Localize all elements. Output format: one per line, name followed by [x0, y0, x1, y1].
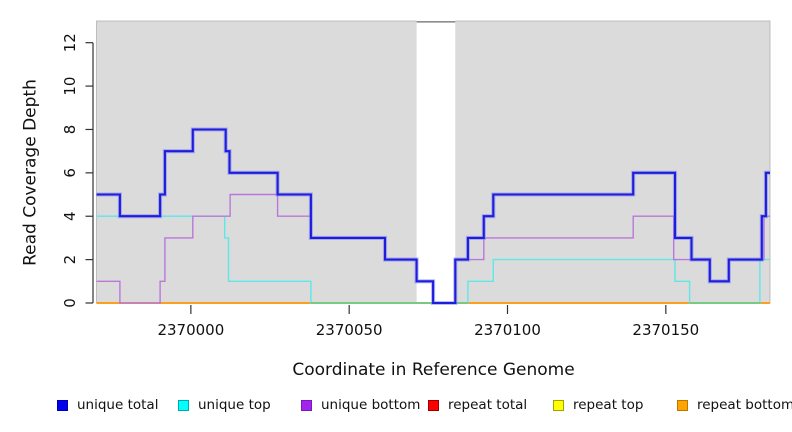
legend-item-repeat-bottom: repeat bottom [677, 397, 792, 413]
legend-item-repeat-total: repeat total [428, 397, 527, 413]
x-tick-label: 2370000 [157, 321, 224, 339]
x-tick-label: 2370100 [474, 321, 541, 339]
legend-swatch-unique-bottom [301, 399, 312, 411]
y-tick-label: 6 [61, 168, 79, 178]
legend-label-repeat-total: repeat total [448, 397, 528, 413]
legend-swatch-repeat-total [428, 399, 439, 411]
legend-label-repeat-bottom: repeat bottom [697, 397, 792, 413]
y-tick-label: 12 [61, 33, 79, 52]
legend-label-unique-bottom: unique bottom [321, 397, 421, 413]
legend-label-repeat-top: repeat top [573, 397, 644, 413]
x-tick-label: 2370050 [316, 321, 383, 339]
y-tick-label: 8 [61, 125, 79, 135]
y-tick-label: 4 [61, 211, 79, 221]
legend-swatch-unique-total [57, 399, 68, 411]
legend-swatch-unique-top [178, 399, 189, 411]
y-tick-label: 2 [61, 255, 79, 265]
legend-swatch-repeat-top [553, 399, 564, 411]
gap-region [416, 20, 456, 303]
y-tick-label: 0 [61, 298, 79, 308]
legend-item-repeat-top: repeat top [553, 397, 643, 413]
x-tick-label: 2370150 [632, 321, 699, 339]
legend-item-unique-total: unique total [57, 397, 158, 413]
legend-label-unique-total: unique total [77, 397, 159, 413]
legend-label-unique-top: unique top [198, 397, 271, 413]
legend-swatch-repeat-bottom [677, 399, 688, 411]
x-axis-title: Coordinate in Reference Genome [292, 360, 575, 380]
y-axis-title: Read Coverage Depth [20, 79, 41, 266]
y-tick-label: 10 [61, 77, 79, 96]
legend-item-unique-bottom: unique bottom [301, 397, 420, 413]
legend-item-unique-top: unique top [178, 397, 271, 413]
series-line-unique-total [96, 128, 770, 305]
